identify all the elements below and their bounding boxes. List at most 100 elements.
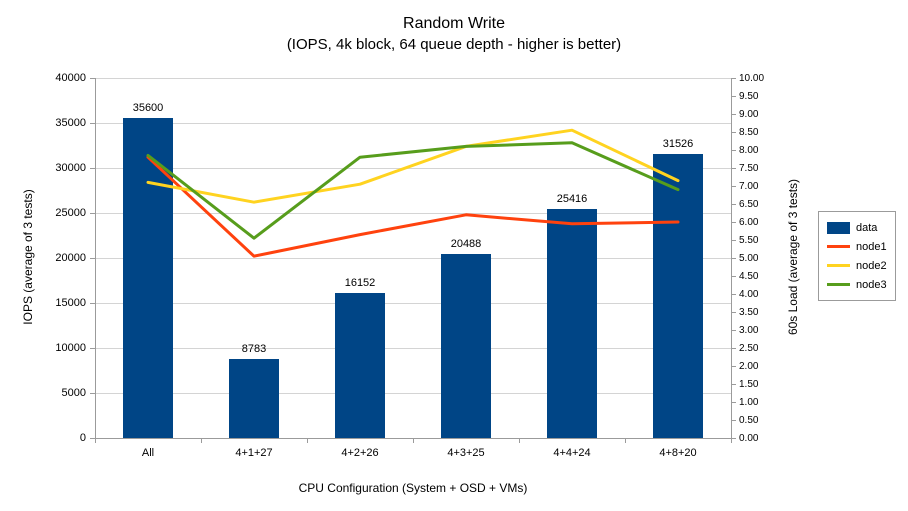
right-axis-tick-label: 10.00	[739, 73, 765, 84]
left-axis-tick	[90, 393, 95, 394]
bar-data	[547, 209, 597, 438]
right-axis-tick	[731, 420, 736, 421]
bar-data	[229, 358, 279, 438]
right-axis-tick-label: 1.50	[739, 379, 759, 390]
left-axis-tick	[90, 258, 95, 259]
x-axis-tick	[413, 438, 414, 443]
x-axis-category-label: 4+2+26	[341, 447, 379, 459]
left-axis-tick-label: 0	[79, 432, 86, 444]
bar-value-label: 25416	[556, 193, 588, 206]
gridline	[95, 167, 731, 169]
left-axis-tick	[90, 168, 95, 169]
right-axis-tick-label: 2.50	[739, 343, 759, 354]
gridline	[95, 77, 731, 79]
legend-line-swatch	[827, 245, 850, 248]
left-axis-tick	[90, 303, 95, 304]
right-axis-tick	[731, 330, 736, 331]
right-axis-tick	[731, 348, 736, 349]
y-axis-line	[95, 78, 96, 438]
right-axis-tick	[731, 258, 736, 259]
legend-line-swatch	[827, 264, 850, 267]
chart-title: Random Write	[403, 15, 505, 32]
right-axis-tick-label: 3.00	[739, 325, 759, 336]
x-axis-category-label: 4+4+24	[553, 447, 591, 459]
left-axis-tick	[90, 213, 95, 214]
bar-value-label: 8783	[241, 342, 267, 355]
secondary-y-axis-line	[731, 78, 732, 438]
right-axis-tick	[731, 294, 736, 295]
right-axis-tick-label: 6.00	[739, 217, 759, 228]
bar-value-label: 35600	[132, 101, 164, 114]
right-axis-tick	[731, 276, 736, 277]
legend-label: node2	[856, 259, 887, 272]
right-axis-tick	[731, 204, 736, 205]
legend-label: data	[856, 221, 878, 234]
x-axis-category-label: 4+8+20	[659, 447, 697, 459]
legend-line-swatch	[827, 283, 850, 286]
right-axis-tick-label: 6.50	[739, 199, 759, 210]
bar-value-label: 31526	[662, 138, 694, 151]
bar-value-label: 16152	[344, 276, 376, 289]
gridline	[95, 392, 731, 394]
left-axis-tick	[90, 78, 95, 79]
right-axis-tick	[731, 366, 736, 367]
right-axis-tick	[731, 384, 736, 385]
right-axis-tick	[731, 240, 736, 241]
x-axis-category-label: 4+1+27	[235, 447, 273, 459]
right-axis-tick-label: 5.50	[739, 235, 759, 246]
gridline	[95, 347, 731, 349]
x-axis-tick	[519, 438, 520, 443]
bar-data	[335, 292, 385, 438]
left-axis-tick-label: 20000	[55, 252, 86, 264]
x-axis-title: CPU Configuration (System + OSD + VMs)	[298, 481, 528, 495]
legend-entry-data: data	[827, 218, 887, 237]
right-axis-tick-label: 5.00	[739, 253, 759, 264]
gridline	[95, 257, 731, 259]
left-axis-tick	[90, 123, 95, 124]
right-axis-tick	[731, 222, 736, 223]
right-axis-tick	[731, 402, 736, 403]
right-axis-tick-label: 2.00	[739, 361, 759, 372]
right-axis-tick	[731, 150, 736, 151]
legend-label: node3	[856, 278, 887, 291]
gridline	[95, 212, 731, 214]
right-axis-tick-label: 0.00	[739, 433, 759, 444]
right-axis-tick-label: 4.50	[739, 271, 759, 282]
legend-entry-node1: node1	[827, 237, 887, 256]
right-axis-tick	[731, 132, 736, 133]
legend-entry-node2: node2	[827, 256, 887, 275]
left-axis-tick-label: 25000	[55, 207, 86, 219]
bar-data	[441, 253, 491, 438]
right-axis-tick	[731, 168, 736, 169]
left-axis-tick-label: 40000	[55, 72, 86, 84]
right-axis-tick-label: 9.50	[739, 91, 759, 102]
right-axis-tick-label: 0.50	[739, 415, 759, 426]
gridline	[95, 122, 731, 124]
left-axis-tick	[90, 438, 95, 439]
legend-entry-node3: node3	[827, 275, 887, 294]
x-axis-tick	[201, 438, 202, 443]
left-axis-tick-label: 5000	[61, 387, 86, 399]
right-axis-tick	[731, 78, 736, 79]
legend: data node1 node2 node3	[818, 211, 896, 301]
legend-bar-swatch	[827, 221, 850, 234]
x-axis-tick	[731, 438, 732, 443]
right-axis-tick-label: 7.50	[739, 163, 759, 174]
bar-data	[653, 154, 703, 438]
bar-data	[123, 117, 173, 438]
right-axis-tick-label: 7.00	[739, 181, 759, 192]
legend-label: node1	[856, 240, 887, 253]
left-axis-tick-label: 10000	[55, 342, 86, 354]
right-axis-tick-label: 1.00	[739, 397, 759, 408]
left-axis-tick-label: 35000	[55, 117, 86, 129]
left-axis-tick-label: 30000	[55, 162, 86, 174]
right-axis-tick-label: 4.00	[739, 289, 759, 300]
right-axis-tick	[731, 186, 736, 187]
right-axis-tick	[731, 312, 736, 313]
bar-value-label: 20488	[450, 237, 482, 250]
x-axis-tick	[625, 438, 626, 443]
right-axis-tick	[731, 114, 736, 115]
right-axis-tick-label: 8.00	[739, 145, 759, 156]
